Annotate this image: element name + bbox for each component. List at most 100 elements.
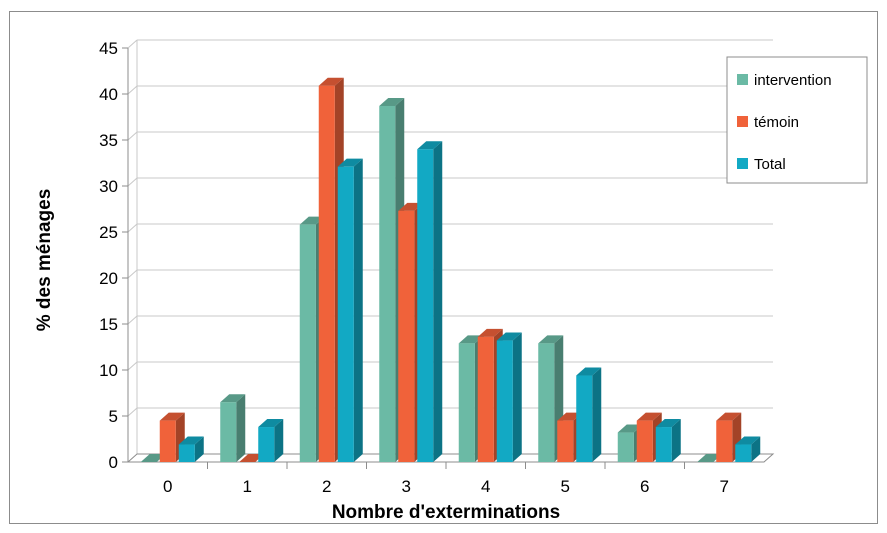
- x-tick-label: 2: [322, 477, 331, 496]
- x-tick-labels: 0 1 2 3 4 5 6 7: [163, 477, 729, 496]
- legend-label: Total: [754, 156, 786, 173]
- bar: [417, 141, 443, 462]
- bar-front: [538, 343, 555, 462]
- bar-top: [417, 141, 443, 150]
- gridline-side: [127, 39, 138, 49]
- bar-side: [274, 419, 284, 462]
- x-tick-label: 0: [163, 477, 172, 496]
- bar-front: [655, 427, 672, 462]
- bar-side: [671, 419, 681, 462]
- y-tick-label: 15: [99, 315, 118, 334]
- bar-side: [236, 394, 246, 462]
- bar-top: [299, 216, 325, 225]
- x-tick-label: 5: [561, 477, 570, 496]
- bar-top: [636, 412, 662, 421]
- bar-front: [557, 420, 574, 462]
- x-tick-label: 3: [402, 477, 411, 496]
- legend-swatch: [737, 116, 748, 127]
- gridline-side: [127, 131, 138, 141]
- gridline-side: [127, 315, 138, 325]
- bar-top: [337, 158, 363, 167]
- bars: [140, 77, 761, 463]
- bar-front: [735, 444, 752, 462]
- bar-front: [458, 343, 475, 462]
- gridline-side: [127, 177, 138, 187]
- bar-side: [194, 436, 204, 462]
- bar-front: [576, 375, 593, 462]
- gridline-side: [127, 223, 138, 233]
- bar-front: [299, 224, 316, 462]
- legend-swatch: [737, 158, 748, 169]
- bar-front: [617, 432, 634, 462]
- bar-top: [140, 454, 166, 462]
- y-tick-labels: 0 5 10 15 20 25 30 35 40 45: [99, 39, 118, 472]
- bar: [159, 412, 185, 462]
- gridlines: [127, 39, 773, 417]
- bar-front: [178, 444, 195, 462]
- bar-front: [159, 420, 176, 462]
- bar: [140, 454, 166, 462]
- y-tick-label: 30: [99, 177, 118, 196]
- bar-front: [379, 105, 396, 463]
- bar-top: [178, 436, 204, 445]
- bar-front: [318, 85, 335, 462]
- bar-top: [258, 419, 284, 428]
- bar-side: [512, 332, 522, 462]
- y-tick-label: 45: [99, 39, 118, 58]
- bar: [258, 419, 284, 462]
- gridline-side: [127, 85, 138, 95]
- legend-label: témoin: [754, 114, 799, 131]
- x-tick-label: 1: [243, 477, 252, 496]
- bar-side: [592, 367, 602, 462]
- y-tick-label: 35: [99, 131, 118, 150]
- bar: [735, 436, 761, 462]
- bar-top: [398, 202, 424, 211]
- gridline-side: [127, 269, 138, 279]
- bar-top: [159, 412, 185, 421]
- bar-top: [538, 335, 564, 344]
- bar-front: [417, 149, 434, 462]
- bar-front: [496, 340, 513, 462]
- gridline-side: [127, 407, 138, 417]
- bar-top: [239, 454, 265, 462]
- bar-front: [337, 166, 354, 462]
- bar-front: [258, 427, 275, 462]
- bar-side: [751, 436, 761, 462]
- x-tick-label: 4: [481, 477, 490, 496]
- bar: [655, 419, 681, 462]
- bar: [496, 332, 522, 462]
- axes: [122, 40, 775, 469]
- y-tick-label: 0: [109, 453, 118, 472]
- bar: [697, 454, 723, 462]
- y-tick-label: 10: [99, 361, 118, 380]
- bar-top: [576, 367, 602, 376]
- bar-top: [379, 97, 405, 106]
- x-axis-title: Nombre d'exterminations: [332, 502, 560, 523]
- bar-top: [716, 412, 742, 421]
- y-axis-title: % des ménages: [34, 189, 55, 332]
- bar: [576, 367, 602, 462]
- bar-top: [697, 454, 723, 462]
- bar-top: [220, 394, 246, 403]
- bar-top: [735, 436, 761, 445]
- gridline-side: [127, 361, 138, 371]
- bar: [337, 158, 363, 462]
- bar-side: [433, 141, 443, 462]
- bar-front: [220, 402, 237, 462]
- bar-top: [458, 335, 484, 344]
- legend: intervention témoin Total: [726, 56, 868, 184]
- bar-front: [636, 420, 653, 462]
- bar-top: [318, 77, 344, 86]
- bar: [239, 454, 265, 462]
- x-tick-label: 6: [640, 477, 649, 496]
- bar-side: [353, 158, 363, 462]
- bar-top: [617, 424, 643, 433]
- legend-swatch: [737, 74, 748, 85]
- y-tick-label: 40: [99, 85, 118, 104]
- bar-top: [557, 412, 583, 421]
- bar: [178, 436, 204, 462]
- bar-front: [398, 210, 415, 462]
- y-tick-label: 25: [99, 223, 118, 242]
